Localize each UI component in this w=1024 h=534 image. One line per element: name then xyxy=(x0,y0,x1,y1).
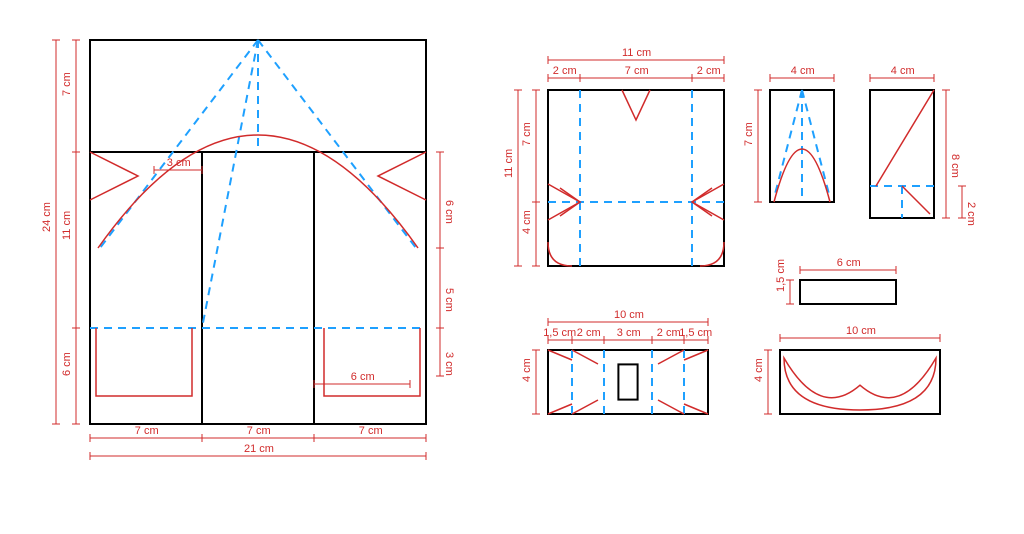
svg-text:11 cm: 11 cm xyxy=(622,47,651,59)
svg-text:7 cm: 7 cm xyxy=(135,425,159,437)
svg-text:11 cm: 11 cm xyxy=(503,149,515,178)
svg-text:1,5 cm: 1,5 cm xyxy=(679,327,712,339)
svg-text:2 cm: 2 cm xyxy=(965,202,977,226)
svg-text:3 cm: 3 cm xyxy=(167,157,191,169)
svg-text:10 cm: 10 cm xyxy=(846,325,876,337)
svg-text:6 cm: 6 cm xyxy=(837,257,861,269)
svg-text:6 cm: 6 cm xyxy=(351,371,375,383)
svg-text:1,5 cm: 1,5 cm xyxy=(775,259,787,292)
svg-text:7 cm: 7 cm xyxy=(521,122,533,146)
svg-text:4 cm: 4 cm xyxy=(521,210,533,234)
svg-text:4 cm: 4 cm xyxy=(891,65,915,77)
svg-text:11 cm: 11 cm xyxy=(61,211,73,240)
svg-text:8 cm: 8 cm xyxy=(949,154,961,178)
svg-text:4 cm: 4 cm xyxy=(521,358,533,382)
svg-text:3 cm: 3 cm xyxy=(617,327,641,339)
svg-text:10 cm: 10 cm xyxy=(614,309,644,321)
svg-text:7 cm: 7 cm xyxy=(359,425,383,437)
svg-text:21 cm: 21 cm xyxy=(244,443,274,455)
svg-text:6 cm: 6 cm xyxy=(443,200,455,224)
svg-text:7 cm: 7 cm xyxy=(743,122,755,146)
svg-text:7 cm: 7 cm xyxy=(247,425,271,437)
svg-text:24 cm: 24 cm xyxy=(41,202,53,232)
svg-text:2 cm: 2 cm xyxy=(657,327,681,339)
svg-text:4 cm: 4 cm xyxy=(791,65,815,77)
svg-text:2 cm: 2 cm xyxy=(553,65,577,77)
svg-text:7 cm: 7 cm xyxy=(625,65,649,77)
svg-text:4 cm: 4 cm xyxy=(753,358,765,382)
svg-text:7 cm: 7 cm xyxy=(61,72,73,96)
svg-text:5 cm: 5 cm xyxy=(443,288,455,312)
svg-text:2 cm: 2 cm xyxy=(577,327,601,339)
svg-text:6 cm: 6 cm xyxy=(61,352,73,376)
svg-text:2 cm: 2 cm xyxy=(697,65,721,77)
diagram-canvas: 3 cm 6 cm 24 cm 7 cm 11 cm 6 cm 6 cm 5 cm 3 cm 7 … xyxy=(0,0,1024,534)
svg-text:1,5 cm: 1,5 cm xyxy=(543,327,576,339)
svg-text:3 cm: 3 cm xyxy=(443,352,455,376)
